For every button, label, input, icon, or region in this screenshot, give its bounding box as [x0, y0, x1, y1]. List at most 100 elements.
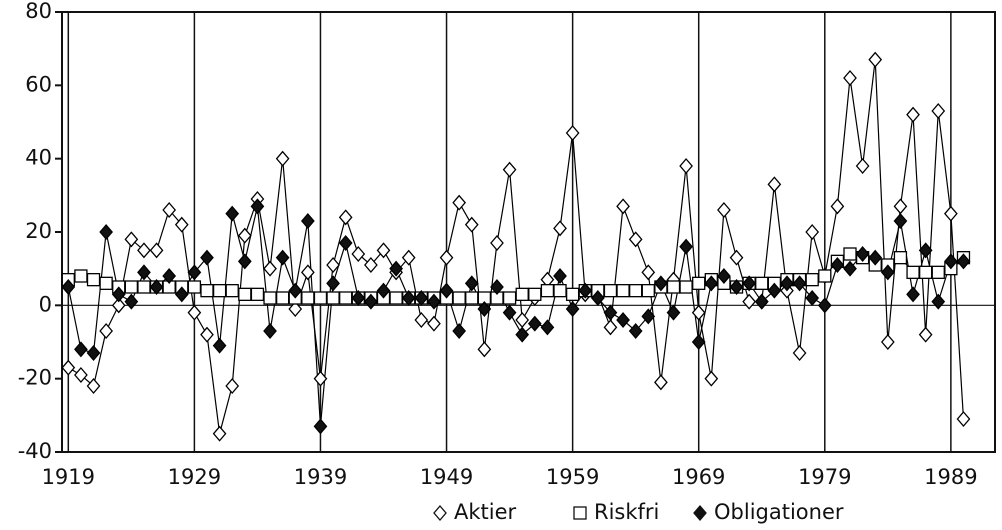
data-point: [149, 279, 164, 295]
data-point: [654, 374, 668, 391]
data-point: [339, 291, 353, 305]
data-point: [527, 315, 542, 332]
data-point: [137, 242, 151, 259]
data-point: [780, 275, 794, 292]
data-point: [74, 367, 88, 383]
data-point: [590, 290, 605, 306]
data-point: [629, 284, 643, 298]
data-point: [691, 304, 706, 321]
data-point: [855, 246, 870, 262]
data-point: [74, 341, 88, 358]
data-point: [843, 247, 857, 261]
data-point: [830, 257, 845, 273]
data-point: [628, 323, 643, 339]
data-point: [225, 378, 240, 394]
data-point: [919, 265, 933, 279]
data-point: [906, 265, 920, 279]
data-point: [389, 260, 403, 277]
data-point: [666, 304, 681, 321]
data-point: [275, 249, 290, 266]
series-line: [68, 59, 965, 434]
data-point: [338, 235, 353, 251]
data-point: [717, 268, 731, 284]
data-point: [464, 275, 479, 292]
data-point: [74, 269, 88, 283]
data-point: [944, 205, 958, 222]
data-point: [275, 150, 290, 167]
data-point: [603, 284, 618, 298]
data-point: [931, 103, 946, 119]
data-point: [553, 220, 567, 237]
data-point: [162, 202, 177, 218]
data-point: [124, 231, 139, 248]
data-point: [174, 286, 189, 303]
data-point: [553, 284, 567, 298]
data-point: [200, 249, 214, 266]
data-point: [792, 345, 807, 361]
data-point: [704, 275, 719, 292]
data-point: [439, 249, 454, 266]
data-point: [565, 287, 580, 301]
data-point: [717, 202, 731, 218]
data-point: [401, 249, 416, 266]
data-point: [401, 290, 416, 306]
data-point: [818, 269, 832, 283]
data-point: [288, 301, 303, 317]
data-point: [931, 293, 946, 310]
data-point: [237, 227, 252, 244]
data-point: [679, 158, 693, 174]
data-point: [502, 304, 517, 321]
data-point: [263, 260, 277, 277]
data-point: [691, 334, 706, 350]
data-point: [124, 280, 138, 294]
data-point: [490, 235, 504, 251]
data-point: [200, 284, 214, 298]
data-point: [250, 198, 265, 215]
data-point: [502, 161, 517, 178]
data-point: [578, 282, 593, 299]
data-point: [351, 246, 366, 262]
data-point: [767, 282, 782, 299]
legend-marker: [573, 506, 587, 520]
data-point: [830, 198, 845, 215]
data-point: [225, 284, 239, 298]
data-point: [61, 279, 76, 295]
legend-marker: [693, 505, 707, 521]
data-point: [502, 291, 517, 305]
data-point: [540, 319, 555, 336]
data-point: [162, 268, 177, 284]
data-point: [477, 341, 492, 358]
data-point: [111, 297, 126, 314]
x-tick-label: 1989: [924, 465, 977, 489]
data-point: [99, 224, 113, 240]
data-point: [817, 297, 832, 314]
data-point: [880, 334, 895, 350]
data-point: [439, 282, 454, 299]
x-tick-label: 1919: [42, 465, 95, 489]
data-point: [427, 293, 441, 310]
data-point: [86, 345, 101, 361]
legend-label: Obligationer: [714, 500, 844, 524]
data-point: [868, 51, 883, 68]
data-point: [187, 280, 202, 294]
data-point: [364, 257, 378, 273]
data-point: [805, 224, 820, 240]
data-point: [906, 106, 920, 123]
data-point: [692, 276, 706, 290]
data-point: [729, 249, 744, 266]
y-tick-label: -40: [18, 439, 52, 463]
data-point: [452, 323, 467, 339]
data-point: [641, 264, 656, 281]
data-point: [326, 275, 340, 292]
data-point: [414, 290, 429, 306]
data-point: [944, 253, 958, 270]
data-point: [301, 291, 315, 305]
data-point: [616, 198, 630, 215]
data-point: [805, 290, 820, 306]
x-tick-label: 1939: [294, 465, 347, 489]
data-point: [477, 301, 492, 317]
data-point: [275, 291, 290, 305]
data-point: [376, 282, 391, 299]
data-point: [212, 337, 227, 354]
